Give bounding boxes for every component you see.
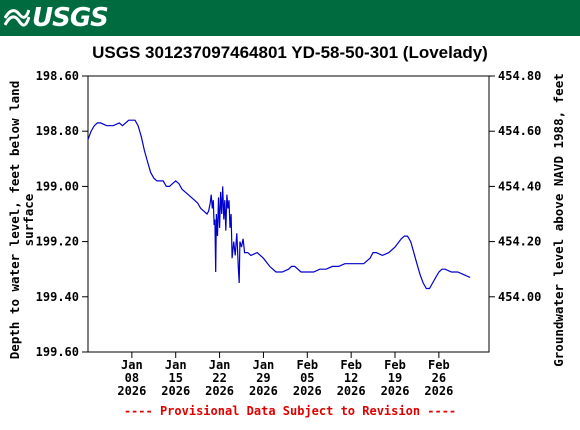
provisional-data-notice: ---- Provisional Data Subject to Revisio… [123, 404, 457, 418]
usgs-header-bar: USGS [0, 0, 580, 36]
chart-title: USGS 301237097464801 YD-58-50-301 (Lovel… [92, 43, 488, 62]
x-axis-tick-label-3-1: 29 [256, 371, 270, 385]
right-axis-tick-label-4: 454.80 [498, 69, 541, 83]
x-axis-tick-label-0-1: 08 [125, 371, 139, 385]
x-axis-tick-label-6-0: Feb [384, 358, 406, 372]
x-axis-tick-label-5-1: 12 [344, 371, 358, 385]
right-axis-tick-label-3: 454.60 [498, 124, 541, 138]
x-axis-tick-label-6-1: 19 [388, 371, 402, 385]
right-axis-tick-label-1: 454.20 [498, 235, 541, 249]
left-axis-tick-label-3: 199.20 [36, 235, 79, 249]
usgs-logo[interactable]: USGS [4, 3, 109, 33]
x-axis-tick-label-2-2: 2026 [205, 384, 234, 398]
right-axis-tick-label-0: 454.00 [498, 290, 541, 304]
x-axis-tick-label-4-2: 2026 [293, 384, 322, 398]
left-axis-tick-label-2: 199.00 [36, 179, 79, 193]
usgs-wave-icon [4, 5, 30, 31]
x-axis-tick-label-2-0: Jan [209, 358, 231, 372]
left-axis-title-line-1: Depth to water level, feet below land [7, 81, 22, 359]
x-axis-tick-label-5-2: 2026 [337, 384, 366, 398]
x-axis-tick-label-0-0: Jan [121, 358, 143, 372]
x-axis-tick-label-1-2: 2026 [161, 384, 190, 398]
left-axis-tick-label-5: 199.60 [36, 345, 79, 359]
x-axis-tick-label-7-2: 2026 [424, 384, 453, 398]
left-axis-tick-label-1: 198.80 [36, 124, 79, 138]
x-axis-tick-label-1-1: 15 [168, 371, 182, 385]
plot-area-frame [87, 75, 490, 353]
x-axis-tick-label-3-2: 2026 [249, 384, 278, 398]
left-axis-tick-label-4: 199.40 [36, 290, 79, 304]
water-level-series-line [87, 119, 471, 290]
left-axis: 198.60 198.80 199.00 199.20 199.40 199.60 [36, 69, 88, 359]
x-axis-tick-label-4-1: 05 [300, 371, 314, 385]
x-axis-tick-label-5-0: Feb [340, 358, 362, 372]
x-axis-tick-label-1-0: Jan [165, 358, 187, 372]
left-axis-tick-label-0: 198.60 [36, 69, 79, 83]
x-axis-tick-label-4-0: Feb [296, 358, 318, 372]
left-axis-title-line-2: surface [21, 193, 36, 246]
x-axis-tick-label-0-2: 2026 [117, 384, 146, 398]
right-axis-title: Groundwater level above NAVD 1988, feet [551, 73, 566, 367]
x-axis-tick-label-7-1: 26 [432, 371, 446, 385]
x-axis-tick-label-6-2: 2026 [381, 384, 410, 398]
right-axis-tick-label-2: 454.40 [498, 179, 541, 193]
x-axis: Jan082026Jan152026Jan222026Jan292026Feb0… [117, 352, 453, 398]
x-axis-tick-label-3-0: Jan [253, 358, 275, 372]
right-axis: 454.00 454.20 454.40 454.60 454.80 [489, 69, 541, 304]
x-axis-tick-label-2-1: 22 [212, 371, 226, 385]
x-axis-tick-label-7-0: Feb [428, 358, 450, 372]
usgs-logo-text: USGS [32, 3, 109, 33]
